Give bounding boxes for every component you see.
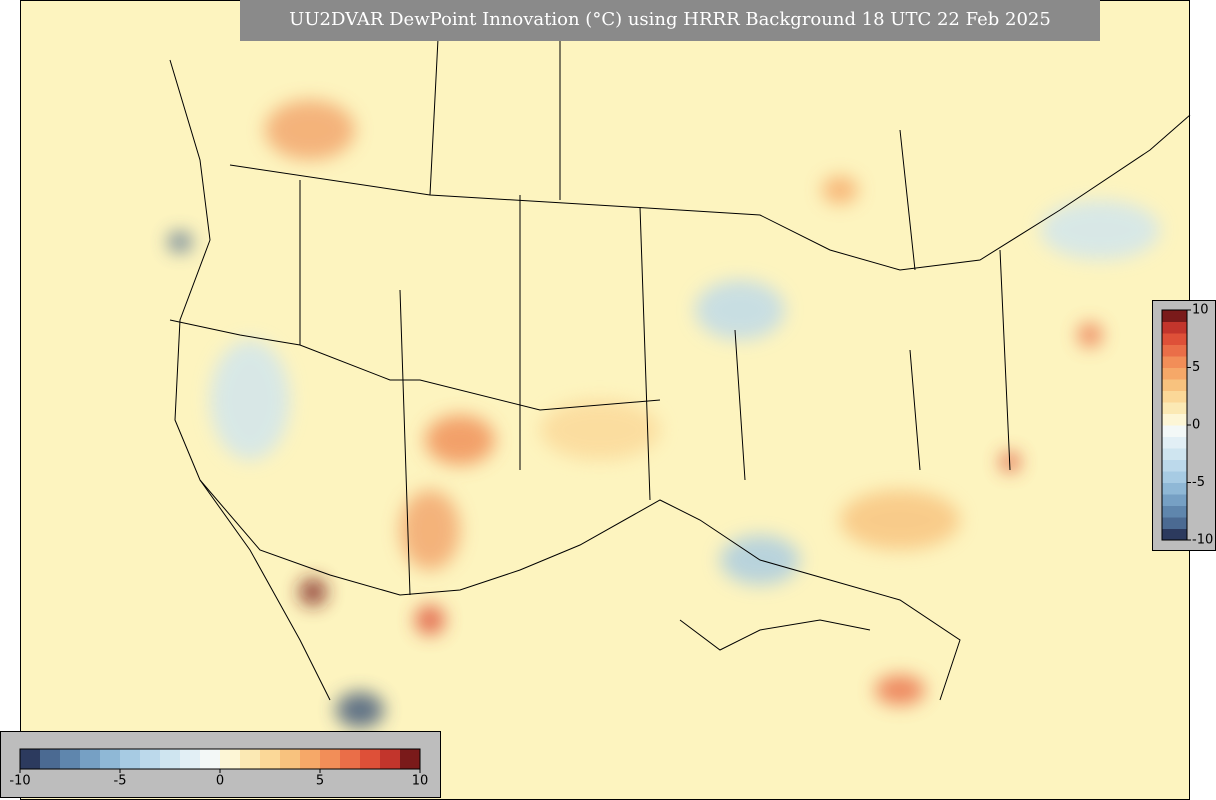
colorbar-segment [1162, 356, 1187, 368]
colorbar-segment [100, 749, 121, 769]
colorbar-segment [1162, 528, 1187, 541]
colorbar-segment [220, 749, 241, 769]
tick-label: -5 [1192, 475, 1205, 490]
colorbar-segment [1162, 321, 1187, 334]
tick-label: -10 [1192, 533, 1213, 548]
tick-label: 5 [1192, 360, 1200, 375]
colorbar-horizontal: -10 -5 0 5 10 [0, 731, 441, 798]
colorbar-segment [1162, 333, 1187, 345]
title-box [240, 0, 1100, 41]
colorbar-segment [1162, 402, 1187, 414]
colorbar-segment [40, 749, 61, 769]
colorbar-segment [360, 749, 381, 769]
tick-label: 0 [216, 774, 224, 789]
colorbar-segment [240, 749, 261, 769]
colorbar-segment [1162, 448, 1187, 460]
colorbar-segment [400, 749, 421, 769]
colorbar-segment [1162, 471, 1187, 483]
tick-label: 5 [316, 774, 324, 789]
colorbar-segment [1162, 344, 1187, 357]
colorbar-segment [1162, 425, 1187, 437]
colorbar-segment [320, 749, 341, 769]
colorbar-segment [200, 749, 221, 769]
colorbar-segment [1162, 367, 1187, 380]
colorbar-segment [160, 749, 181, 769]
map-background [20, 0, 1190, 800]
tick-label: -10 [9, 774, 30, 789]
colorbar-segment [80, 749, 101, 769]
colorbar-segment [1162, 482, 1187, 495]
colorbar-segment [260, 749, 281, 769]
boundaries [169, 0, 1191, 701]
colorbar-segment [1162, 379, 1187, 391]
colorbar-segment [140, 749, 161, 769]
colorbar-segment [120, 749, 141, 769]
colorbar-segment [180, 749, 201, 769]
colorbar-vertical: -10 -5 0 5 10 [1152, 300, 1216, 551]
colorbar-segment [340, 749, 361, 769]
colorbar-segment [1162, 517, 1187, 529]
tick-label: 0 [1192, 418, 1200, 433]
colorbar-segment [1162, 390, 1187, 403]
colorbar-segment [60, 749, 81, 769]
colorbar-segment [1162, 413, 1187, 426]
title: UU2DVAR DewPoint Innovation (°C) using H… [289, 9, 1051, 30]
tick-label: 10 [412, 774, 429, 789]
colorbar-segment [280, 749, 301, 769]
colorbar-segment [1162, 310, 1187, 322]
colorbar-segment [20, 749, 41, 769]
innovation-field [168, 100, 1160, 728]
colorbar-segment [1162, 459, 1187, 472]
tick-label: -5 [114, 774, 127, 789]
colorbar-segment [1162, 505, 1187, 518]
colorbar-segment [300, 749, 321, 769]
colorbar-segment [1162, 436, 1187, 449]
colorbar-segment [380, 749, 401, 769]
colorbar-segment [1162, 494, 1187, 506]
tick-label: 10 [1192, 303, 1209, 318]
